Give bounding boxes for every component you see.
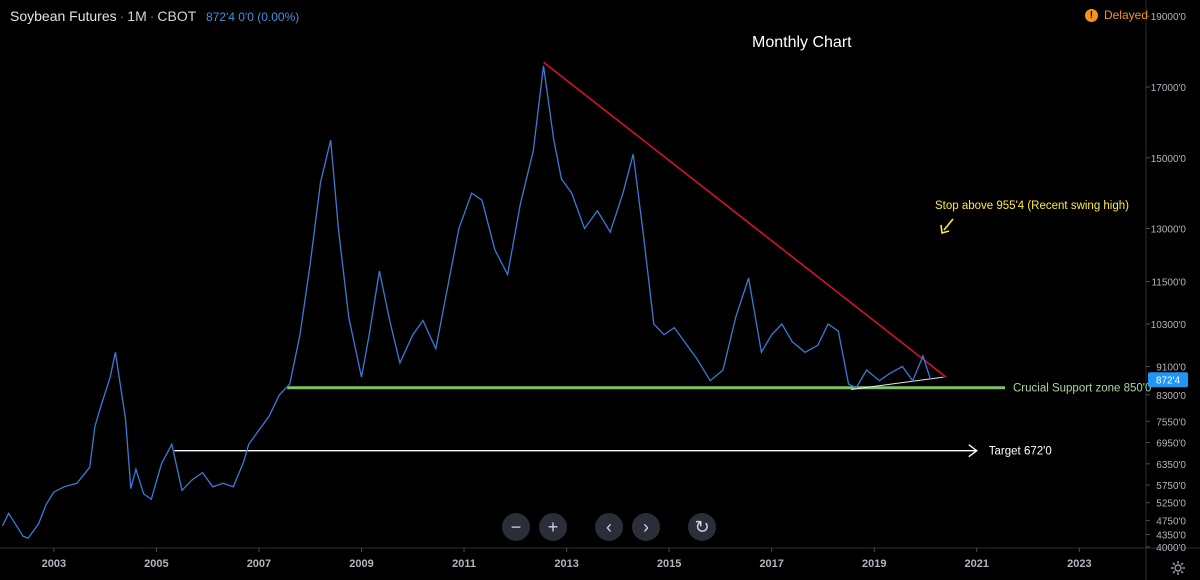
plus-icon: +	[547, 516, 559, 537]
toolbar-spacer	[669, 513, 679, 541]
chart-navigation-toolbar: − + ‹ › ↻	[502, 513, 716, 541]
x-tick-label: 2009	[349, 558, 373, 570]
x-tick-label: 2011	[452, 558, 476, 570]
zoom-out-button[interactable]: −	[502, 513, 530, 541]
scroll-left-button[interactable]: ‹	[595, 513, 623, 541]
y-tick-label: 4000'0	[1156, 543, 1186, 554]
symbol-header[interactable]: Soybean Futures · 1M · CBOT 872'4 0'0 (0.00%…	[10, 8, 299, 24]
y-tick-label: 4350'0	[1156, 531, 1186, 542]
stop-annotation-label: Stop above 955'4 (Recent swing high)	[935, 200, 1129, 212]
x-tick-label: 2023	[1067, 558, 1091, 570]
minus-icon: −	[510, 516, 522, 537]
stop-arrow-icon	[940, 218, 954, 235]
y-tick-label: 6950'0	[1156, 439, 1186, 450]
y-tick-label: 10300'0	[1151, 320, 1187, 331]
y-tick-label: 7550'0	[1156, 417, 1186, 428]
warning-icon: !	[1084, 8, 1098, 22]
y-tick-label: 17000'0	[1151, 83, 1187, 94]
chevron-right-icon: ›	[643, 516, 649, 537]
reset-icon: ↻	[694, 516, 710, 537]
reset-chart-button[interactable]: ↻	[688, 513, 716, 541]
drawing-layer[interactable]	[174, 61, 1005, 458]
y-tick-label: 4750'0	[1156, 516, 1186, 527]
y-tick-label: 19000'0	[1151, 12, 1187, 23]
scroll-right-button[interactable]: ›	[632, 513, 660, 541]
support-zone-label: Crucial Support zone 850'0	[1013, 383, 1151, 395]
last-price-badge: 872'4	[1148, 372, 1188, 388]
rising-support-line	[851, 376, 944, 390]
price-series-line	[2, 65, 932, 539]
toolbar-spacer	[576, 513, 586, 541]
header-separator: ·	[119, 8, 125, 24]
y-tick-label: 11500'0	[1151, 278, 1186, 289]
x-tick-label: 2019	[862, 558, 886, 570]
chevron-left-icon: ‹	[606, 516, 612, 537]
annotation-labels: Monthly Chart Stop above 955'4 (Recent s…	[752, 34, 1151, 458]
y-tick-label: 13000'0	[1151, 225, 1187, 236]
time-axis: 2003 2005 2007 2009 2011 2013 2015 2017 2019 2021…	[42, 548, 1092, 570]
symbol-title: Soybean Futures	[10, 8, 117, 24]
delayed-label: Delayed	[1103, 8, 1148, 22]
x-tick-label: 2021	[965, 558, 989, 570]
y-tick-label: 6350'0	[1156, 460, 1186, 471]
x-tick-label: 2017	[759, 558, 783, 570]
last-price-label: 872'4	[1156, 375, 1181, 386]
y-tick-label: 5250'0	[1156, 499, 1186, 510]
y-tick-label: 9100'0	[1156, 362, 1186, 373]
interval-label: 1M	[127, 8, 147, 24]
y-tick-label: 15000'0	[1151, 154, 1187, 165]
quote-values: 872'4 0'0 (0.00%)	[205, 10, 300, 24]
target-arrowhead	[968, 444, 978, 458]
x-tick-label: 2003	[42, 558, 66, 570]
delayed-status[interactable]: ! Delayed	[1084, 8, 1148, 22]
target-label: Target 672'0	[989, 446, 1052, 458]
x-tick-label: 2013	[554, 558, 578, 570]
resistance-trendline	[543, 61, 947, 378]
header-separator: ·	[149, 8, 155, 24]
exchange-label: CBOT	[157, 8, 197, 24]
y-tick-label: 8300'0	[1156, 391, 1186, 402]
chart-title: Monthly Chart	[752, 34, 852, 51]
gear-icon[interactable]	[1170, 560, 1186, 576]
x-tick-label: 2015	[657, 558, 681, 570]
y-tick-label: 5750'0	[1156, 481, 1186, 492]
x-tick-label: 2007	[247, 558, 271, 570]
x-tick-label: 2005	[144, 558, 168, 570]
zoom-in-button[interactable]: +	[539, 513, 567, 541]
